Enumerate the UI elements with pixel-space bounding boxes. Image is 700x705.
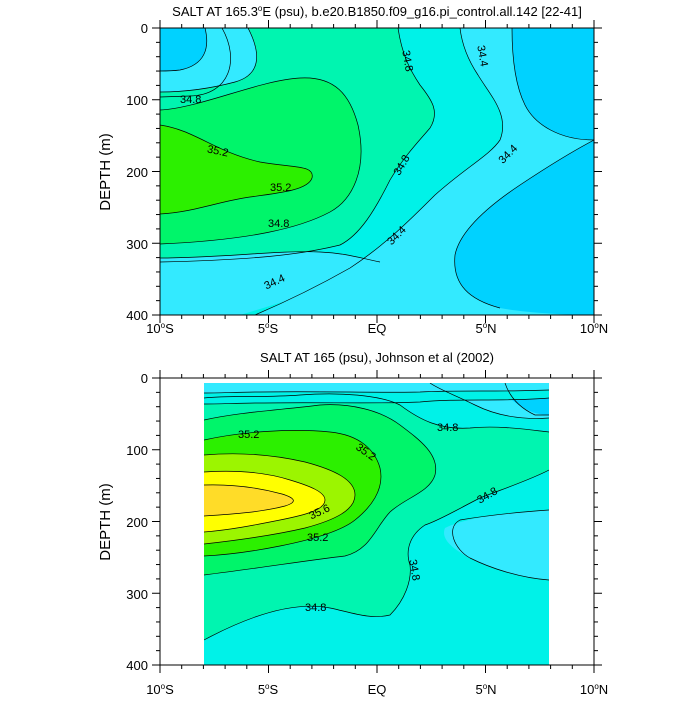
contour-label: 35.2 <box>238 429 259 441</box>
fill-34.2-deep <box>454 140 594 315</box>
x-tick-label: 10oN <box>580 682 608 697</box>
fill-35.2 <box>160 125 313 214</box>
top-panel: SALT AT 165.3oE (psu), b.e20.B1850.f09_g… <box>97 4 608 336</box>
y-tick-label: 400 <box>126 308 148 323</box>
y-tick-label: 200 <box>126 515 148 530</box>
contour-label: 34.8 <box>399 49 415 72</box>
bottom-contour-lines <box>204 383 549 641</box>
top-y-axis-label: DEPTH (m) <box>97 133 114 211</box>
y-tick-label: 0 <box>141 21 148 36</box>
y-tick-label: 100 <box>126 443 148 458</box>
contour-label: 35.2 <box>206 143 229 159</box>
fill-34.2-east <box>512 28 594 140</box>
y-tick-label: 300 <box>126 587 148 602</box>
top-x-tick-labels: 10oS 5oS EQ 5oN 10oN <box>146 321 608 336</box>
x-tick-label: 10oN <box>580 321 608 336</box>
top-contour-lines <box>160 28 594 315</box>
contour-label: 34.8 <box>305 602 326 614</box>
top-y-tick-labels: 0 100 200 300 400 <box>126 21 148 323</box>
x-tick-label: EQ <box>368 682 387 697</box>
contour-label: 34.8 <box>437 422 458 434</box>
fill-34.4-south <box>160 251 380 315</box>
top-axis-ticks <box>152 20 602 323</box>
fill-34.2-shallow-west <box>160 28 207 71</box>
x-tick-label: 5oS <box>258 682 279 697</box>
x-tick-label: 10oS <box>146 321 174 336</box>
x-tick-label: 5oN <box>475 682 496 697</box>
y-tick-label: 200 <box>126 165 148 180</box>
fill-35.8 <box>204 484 294 516</box>
bottom-y-tick-labels: 0 100 200 300 400 <box>126 371 148 673</box>
contour-label: 34.8 <box>406 559 422 582</box>
x-tick-label: 5oN <box>475 321 496 336</box>
y-tick-label: 300 <box>126 237 148 252</box>
bottom-panel-title: SALT AT 165 (psu), Johnson et al (2002) <box>260 350 494 365</box>
contour-label: 34.4 <box>474 44 490 67</box>
bottom-axis-ticks <box>152 370 602 673</box>
x-tick-label: 10oS <box>146 682 174 697</box>
fill-34.4-deep-east <box>444 510 549 580</box>
contour-label: 35.2 <box>270 182 291 194</box>
x-tick-label: EQ <box>368 321 387 336</box>
y-tick-label: 400 <box>126 658 148 673</box>
y-tick-label: 0 <box>141 371 148 386</box>
bottom-contour-fill <box>204 383 549 665</box>
bottom-y-axis-label: DEPTH (m) <box>97 483 114 561</box>
contour-label: 35.2 <box>307 532 328 544</box>
top-panel-title: SALT AT 165.3oE (psu), b.e20.B1850.f09_g… <box>172 4 582 19</box>
fill-34.4-shallow <box>204 383 549 393</box>
contour-label: 34.8 <box>268 218 289 230</box>
bottom-panel: SALT AT 165 (psu), Johnson et al (2002) <box>97 350 608 697</box>
x-tick-label: 5oS <box>258 321 279 336</box>
top-contour-fill <box>160 28 594 315</box>
bottom-x-tick-labels: 10oS 5oS EQ 5oN 10oN <box>146 682 608 697</box>
contour-label: 34.8 <box>180 94 201 106</box>
y-tick-label: 100 <box>126 93 148 108</box>
